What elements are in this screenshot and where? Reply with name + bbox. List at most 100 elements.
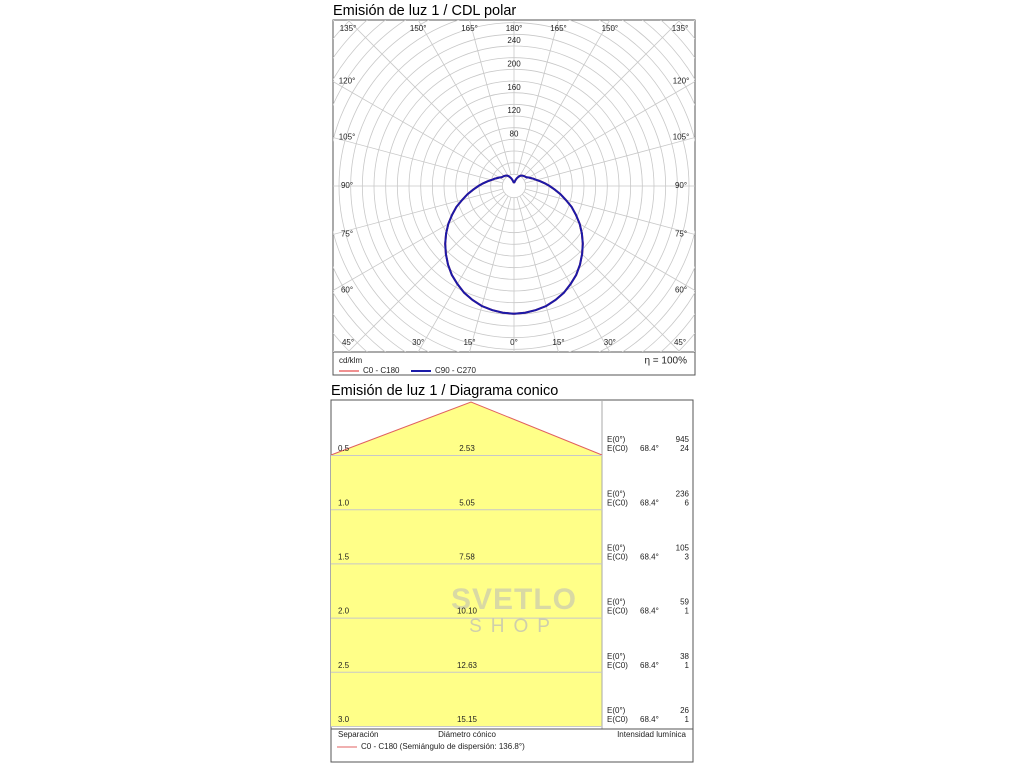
angle-label: 135°: [340, 24, 357, 33]
angle-label: 75°: [675, 230, 687, 239]
grid-spoke: [521, 20, 681, 179]
radial-label: 120: [507, 106, 521, 115]
angle-label: 120°: [673, 77, 690, 86]
angle: 68.4°: [640, 661, 659, 670]
cone-area: [331, 402, 602, 727]
grid-spoke: [333, 191, 505, 291]
separation: 2.5: [338, 661, 350, 670]
e-center: 26: [680, 706, 689, 715]
grid-spoke: [333, 81, 505, 181]
watermark: SHOP: [469, 616, 559, 637]
grid-spoke: [523, 81, 695, 181]
diameter: 10.10: [457, 607, 478, 616]
angle-label: 30°: [412, 338, 424, 347]
diameter: 2.53: [459, 444, 475, 453]
angle-label: 165°: [550, 24, 567, 33]
angle-label: 30°: [604, 338, 616, 347]
legend-label: C0 - C180: [363, 366, 400, 375]
separation: 3.0: [338, 715, 350, 724]
diameter: 12.63: [457, 661, 478, 670]
e-center-label: E(0°): [607, 652, 626, 661]
e-c0: 6: [685, 498, 690, 507]
e-center-label: E(0°): [607, 489, 626, 498]
legend: C0 - C180 C90 - C270: [339, 366, 476, 375]
grid-spoke: [417, 20, 509, 177]
watermark: SVETLO: [451, 583, 577, 616]
e-c0: 24: [680, 444, 689, 453]
e-c0-label: E(C0): [607, 661, 628, 670]
e-center: 59: [680, 598, 689, 607]
e-c0-label: E(C0): [607, 444, 628, 453]
grid-spoke: [417, 195, 509, 352]
diameter-label: Diámetro cónico: [438, 730, 496, 739]
grid-spoke: [516, 197, 559, 352]
e-c0: 3: [685, 553, 690, 562]
angle-label: 165°: [461, 24, 478, 33]
radial-label: 160: [507, 83, 521, 92]
separation: 2.0: [338, 607, 350, 616]
e-c0-label: E(C0): [607, 607, 628, 616]
grid-spoke: [519, 195, 611, 352]
e-c0: 1: [685, 607, 690, 616]
angle-label: 180°: [506, 24, 523, 33]
grid-spoke: [519, 20, 611, 177]
grid-spoke: [469, 20, 512, 175]
series-curve: [444, 174, 515, 315]
unit-label: cd/klm: [339, 356, 362, 365]
intensity-label: Intensidad lumínica: [617, 730, 686, 739]
angle-label: 150°: [410, 24, 427, 33]
angle: 68.4°: [640, 715, 659, 724]
angle: 68.4°: [640, 553, 659, 562]
radial-label: 200: [507, 59, 521, 68]
e-center-label: E(0°): [607, 706, 626, 715]
e-center: 945: [676, 435, 690, 444]
angle-label: 105°: [673, 133, 690, 142]
angle-label: 0°: [510, 338, 518, 347]
e-c0-label: E(C0): [607, 553, 628, 562]
diameter: 7.58: [459, 553, 475, 562]
polar-labels: 0° 15° 15° 30° 30° 45° 45° 60° 60° 75° 75° 90° 90° 10…: [339, 24, 690, 347]
diameter: 15.15: [457, 715, 478, 724]
separation: 1.5: [338, 553, 350, 562]
legend-label: C0 - C180 (Semiángulo de dispersión: 136…: [361, 742, 525, 751]
e-center: 236: [676, 489, 690, 498]
grid-spoke: [333, 137, 503, 184]
angle: 68.4°: [640, 444, 659, 453]
separation: 1.0: [338, 498, 350, 507]
polar-title: Emisión de luz 1 / CDL polar: [333, 3, 516, 19]
cone-edge: [330, 401, 603, 456]
grid-spoke: [469, 197, 512, 352]
angle-label: 105°: [339, 133, 356, 142]
grid-spoke: [347, 193, 507, 352]
e-center-label: E(0°): [607, 544, 626, 553]
angle-label: 60°: [341, 286, 353, 295]
angle-label: 15°: [552, 338, 564, 347]
angle-label: 90°: [675, 181, 687, 190]
e-center-label: E(0°): [607, 435, 626, 444]
grid-spoke: [516, 20, 559, 175]
angle-label: 15°: [463, 338, 475, 347]
efficiency: η = 100%: [644, 356, 687, 367]
e-c0: 1: [685, 661, 690, 670]
angle: 68.4°: [640, 607, 659, 616]
e-c0-label: E(C0): [607, 498, 628, 507]
e-center: 38: [680, 652, 689, 661]
radial-label: 240: [507, 36, 521, 45]
grid-spoke: [521, 193, 681, 352]
e-center-label: E(0°): [607, 598, 626, 607]
diameter: 5.05: [459, 498, 475, 507]
e-c0: 1: [685, 715, 690, 724]
separation: 0.5: [338, 444, 350, 453]
angle: 68.4°: [640, 498, 659, 507]
grid-spoke: [523, 191, 695, 291]
angle-label: 45°: [674, 338, 686, 347]
angle-label: 45°: [342, 338, 354, 347]
radial-label: 80: [510, 129, 519, 138]
legend-label: C90 - C270: [435, 366, 476, 375]
e-c0-label: E(C0): [607, 715, 628, 724]
angle-label: 90°: [341, 181, 353, 190]
grid-spoke: [347, 20, 507, 179]
